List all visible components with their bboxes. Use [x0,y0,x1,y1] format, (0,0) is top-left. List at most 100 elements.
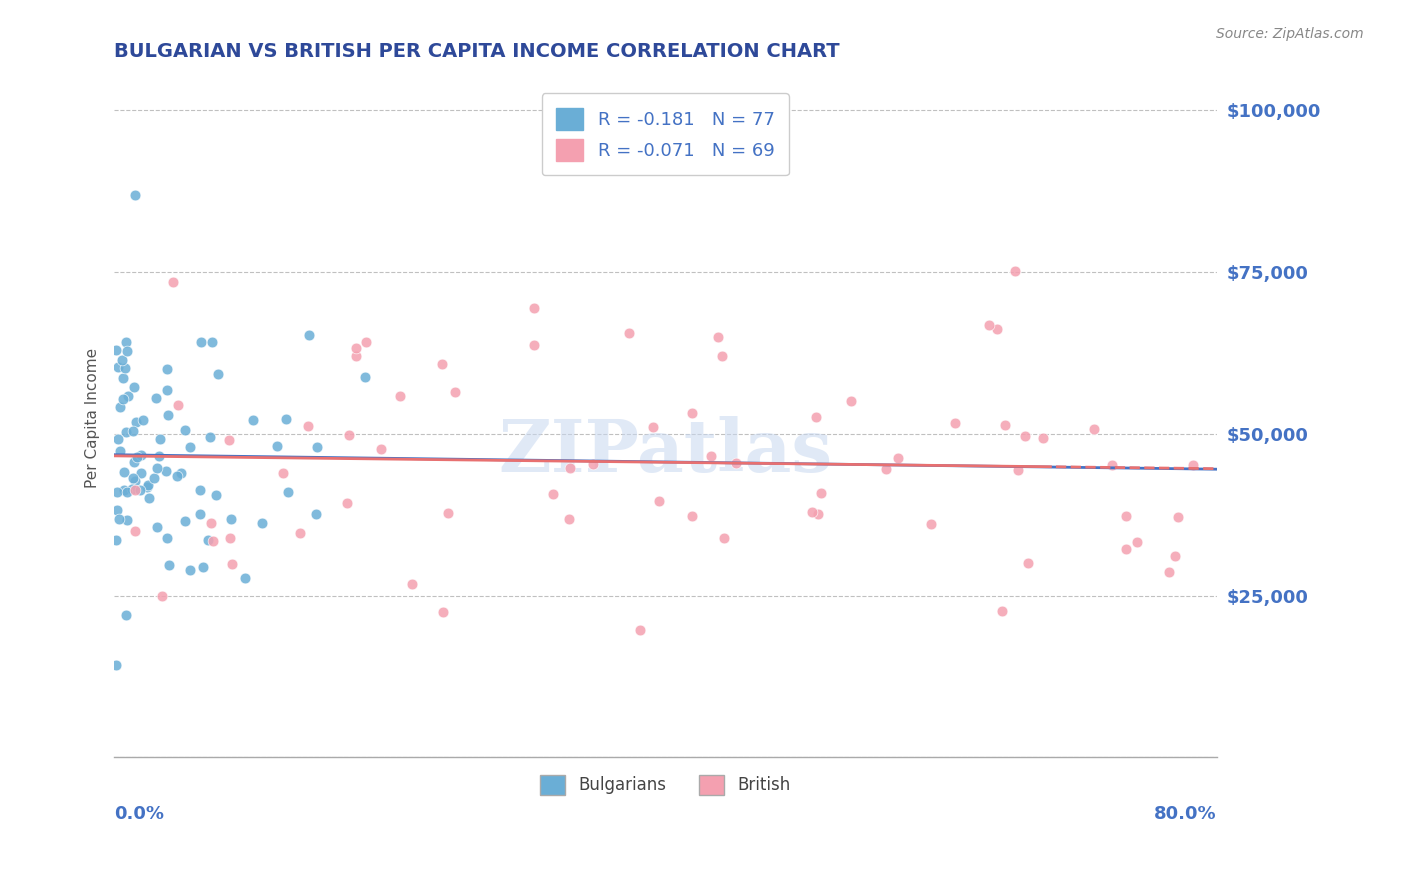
Point [886,451,908,466]
Point [437,506,460,520]
Point [991,604,1014,618]
Point [156,383,179,397]
Point [724,456,747,470]
Point [1004,264,1026,278]
Point [105,503,128,517]
Point [207,368,229,382]
Point [128,483,150,497]
Point [557,511,579,525]
Point [124,188,146,202]
Point [111,392,134,406]
Point [804,409,827,424]
Point [336,496,359,510]
Point [681,406,703,420]
Point [129,449,152,463]
Point [156,531,179,545]
Point [388,389,411,403]
Point [628,623,651,637]
Point [179,563,201,577]
Point [1101,458,1123,473]
Point [174,514,197,528]
Point [297,419,319,434]
Point [713,532,735,546]
Point [1126,534,1149,549]
Point [117,389,139,403]
Point [432,605,454,619]
Point [801,505,824,519]
Point [142,471,165,485]
Point [166,469,188,483]
Point [125,415,148,429]
Point [174,423,197,437]
Point [104,533,127,547]
Point [430,357,453,371]
Point [104,343,127,357]
Point [699,449,721,463]
Point [138,491,160,505]
Point [188,507,211,521]
Point [401,577,423,591]
Point [115,425,138,439]
Text: ZIPatlas: ZIPatlas [498,416,832,487]
Point [131,466,153,480]
Point [1157,565,1180,579]
Point [122,455,145,469]
Point [875,462,897,476]
Point [200,516,222,530]
Point [648,494,671,508]
Point [1166,509,1188,524]
Point [145,391,167,405]
Point [122,424,145,438]
Point [111,370,134,384]
Text: BULGARIAN VS BRITISH PER CAPITA INCOME CORRELATION CHART: BULGARIAN VS BRITISH PER CAPITA INCOME C… [114,42,839,61]
Point [115,343,138,358]
Point [560,461,582,475]
Point [112,465,135,479]
Y-axis label: Per Capita Income: Per Capita Income [86,348,100,488]
Point [218,433,240,447]
Point [1017,557,1039,571]
Point [806,507,828,521]
Point [617,326,640,340]
Point [157,558,180,572]
Point [242,413,264,427]
Point [135,480,157,494]
Point [205,488,228,502]
Point [155,464,177,478]
Point [920,516,942,531]
Point [1164,549,1187,564]
Point [681,508,703,523]
Point [710,349,733,363]
Point [219,531,242,545]
Point [115,512,138,526]
Point [354,334,377,349]
Point [288,525,311,540]
Point [193,560,215,574]
Point [150,589,173,603]
Point [111,352,134,367]
Point [115,484,138,499]
Point [221,557,243,571]
Point [124,483,146,497]
Point [523,301,546,315]
Point [114,361,136,376]
Point [112,483,135,498]
Point [277,485,299,500]
Point [124,475,146,489]
Point [179,440,201,454]
Point [124,524,146,538]
Point [108,400,131,414]
Point [354,369,377,384]
Point [198,430,221,444]
Point [107,432,129,446]
Point [1032,431,1054,445]
Point [146,520,169,534]
Point [105,658,128,673]
Point [337,428,360,442]
Point [370,442,392,456]
Point [945,416,967,430]
Point [1007,463,1029,477]
Point [125,450,148,464]
Point [219,511,242,525]
Point [188,483,211,497]
